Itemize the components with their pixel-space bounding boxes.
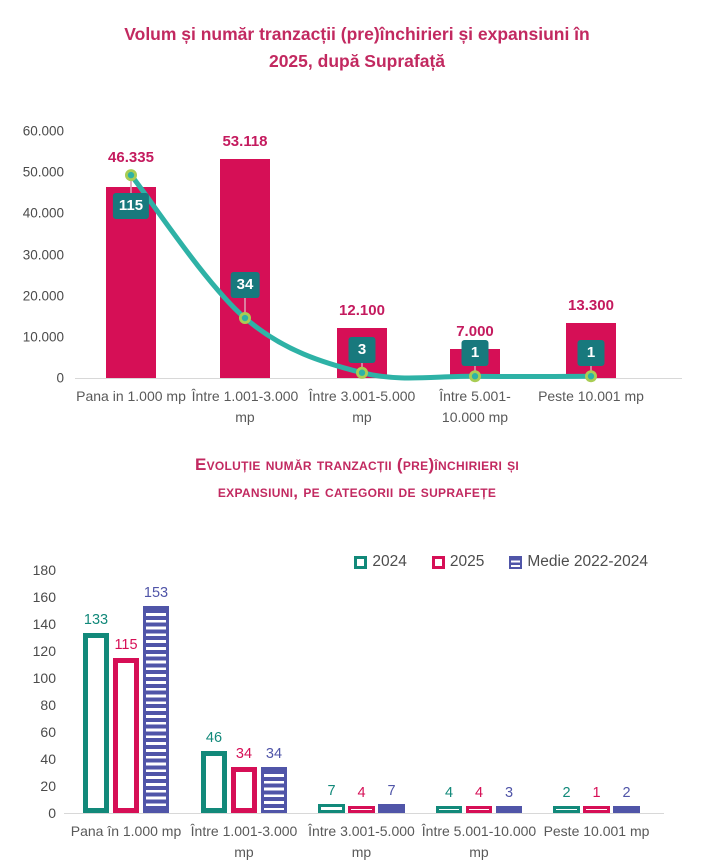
chart1-line-value-label: 1: [577, 340, 605, 367]
chart2-bar-2025: [348, 806, 375, 813]
chart1-y-tick-label: 60.000: [22, 123, 64, 139]
legend-item-label: Medie 2022-2024: [527, 553, 648, 570]
chart1-bar-value-label: 7.000: [456, 323, 494, 341]
chart2-bar-2024: [82, 633, 110, 813]
chart2-bar-medie-2022-2024: [613, 806, 640, 813]
chart1-y-tick-label: 0: [56, 370, 64, 386]
legend-swatch-icon: [354, 555, 368, 569]
chart2-x-category-label: Pana în 1.000 mp: [70, 823, 182, 839]
chart1-bar: [337, 328, 387, 378]
chart2-bar-value-label: 4: [357, 785, 366, 801]
chart2-bar-value-label: 2: [622, 785, 631, 801]
legend-item-medie-2022-2024: Medie 2022-2024: [509, 553, 648, 571]
chart2-bar-value-label: 46: [205, 729, 223, 746]
chart1-title-line2: 2025, după Suprafață: [268, 51, 446, 71]
chart1-line-value-label: 115: [112, 193, 150, 220]
chart2-x-category-label: Între 3.001-5.000 mp: [308, 823, 415, 860]
chart2-bar-medie-2022-2024: [378, 803, 405, 813]
chart1-y-tick-label: 40.000: [22, 205, 64, 221]
chart2-x-category-label: Peste 10.001 mp: [543, 823, 650, 839]
legend-item-label: 2025: [449, 553, 485, 570]
chart1-x-category-label: Peste 10.001 mp: [538, 388, 644, 404]
chart1-y-tick-label: 30.000: [22, 247, 64, 262]
chart2-legend: 2024 2025 Medie 2022-2024: [0, 552, 648, 572]
chart2-y-tick-label: 20: [40, 778, 56, 794]
chart1-bar: [220, 159, 270, 378]
chart1-bar: [106, 187, 156, 378]
chart2-bar-value-label: 2: [562, 785, 571, 801]
chart2-bar-value-label: 115: [114, 636, 138, 653]
chart1-y-tick-label: 10.000: [22, 329, 64, 345]
chart2-bar-value-label: 1: [592, 785, 601, 801]
chart2-bar-value-label: 4: [444, 785, 454, 801]
chart2-bar-medie-2022-2024: [495, 806, 523, 813]
chart2-title-line1: Evoluție număr tranzacții (pre)închirier…: [194, 455, 520, 474]
chart2-bar-2024: [435, 806, 463, 813]
chart2-bar-medie-2022-2024: [260, 767, 288, 813]
chart1-line-value-label: 3: [348, 336, 376, 363]
chart2-bar-value-label: 7: [387, 782, 396, 799]
chart2-bar-2025: [583, 806, 610, 813]
chart2-y-tick-label: 160: [32, 589, 56, 605]
chart2-y-tick-label: 0: [48, 805, 56, 821]
chart1-line-value-label: 1: [461, 340, 489, 367]
chart1-x-axis-line: [75, 378, 682, 379]
chart2-x-category-label: Între 5.001-10.000 mp: [421, 823, 537, 860]
chart1-y-tick-label: 50.000: [22, 164, 64, 180]
chart1-bar-value-label: 12.100: [339, 302, 385, 320]
chart1-bar-value-label: 13.300: [568, 297, 614, 315]
chart2-y-tick-label: 140: [32, 616, 56, 632]
chart1-x-category-label: Între 1.001-3.000 mp: [191, 388, 299, 425]
legend-item-label: 2024: [372, 553, 407, 570]
chart2-bar-2024: [553, 806, 580, 813]
chart2-bar-medie-2022-2024: [142, 606, 170, 813]
chart2-bar-2024: [318, 803, 345, 813]
legend-swatch-icon: [431, 555, 445, 569]
chart2-bar-2025: [230, 767, 258, 813]
chart1-title: Volum și număr tranzacții (pre)închirier…: [67, 21, 647, 75]
chart2-bar-2024: [200, 750, 228, 813]
legend-item-2025: 2025: [431, 553, 485, 571]
chart2-bar-value-label: 34: [265, 746, 283, 763]
chart1-bar: [566, 323, 616, 378]
chart2-bar-2025: [112, 657, 140, 813]
chart2-y-tick-label: 40: [40, 751, 56, 767]
chart2-bar-value-label: 4: [474, 785, 484, 801]
chart2-y-tick-label: 100: [32, 670, 56, 686]
chart1-title-line1: Volum și număr tranzacții (pre)închirier…: [124, 24, 590, 44]
chart2-bar-2025: [465, 806, 493, 813]
chart1-bar: [450, 349, 500, 378]
chart2-y-tick-label: 120: [32, 643, 56, 659]
chart2-y-tick-label: 80: [40, 697, 56, 713]
chart1-bar-value-label: 53.118: [222, 133, 268, 151]
chart1-x-category-label: Între 5.001-10.000 mp: [439, 388, 511, 425]
chart1-line-value-label: 34: [230, 272, 260, 298]
chart2-bar-value-label: 133: [83, 612, 109, 629]
legend-swatch-icon: [509, 555, 523, 569]
chart1-x-category-label: Între 3.001-5.000 mp: [308, 388, 416, 425]
legend-item-2024: 2024: [354, 553, 407, 571]
chart1-bar-value-label: 46.335: [108, 149, 154, 167]
chart2-title: Evoluție număr tranzacții (pre)închirier…: [37, 451, 677, 505]
chart2-title-line2: expansiuni, pe categorii de suprafețe: [217, 482, 497, 501]
chart1-x-category-label: Pana in 1.000 mp: [76, 388, 186, 404]
chart1-y-tick-label: 20.000: [22, 288, 64, 304]
chart2-x-axis-line: [64, 813, 664, 814]
chart2-bar-value-label: 3: [504, 785, 514, 801]
chart2-x-category-label: Între 1.001-3.000 mp: [190, 823, 298, 860]
chart2-bar-value-label: 34: [235, 746, 253, 763]
chart2-bar-value-label: 153: [143, 585, 169, 602]
chart2-bar-value-label: 7: [327, 782, 336, 799]
chart2-y-tick-label: 60: [40, 724, 56, 740]
